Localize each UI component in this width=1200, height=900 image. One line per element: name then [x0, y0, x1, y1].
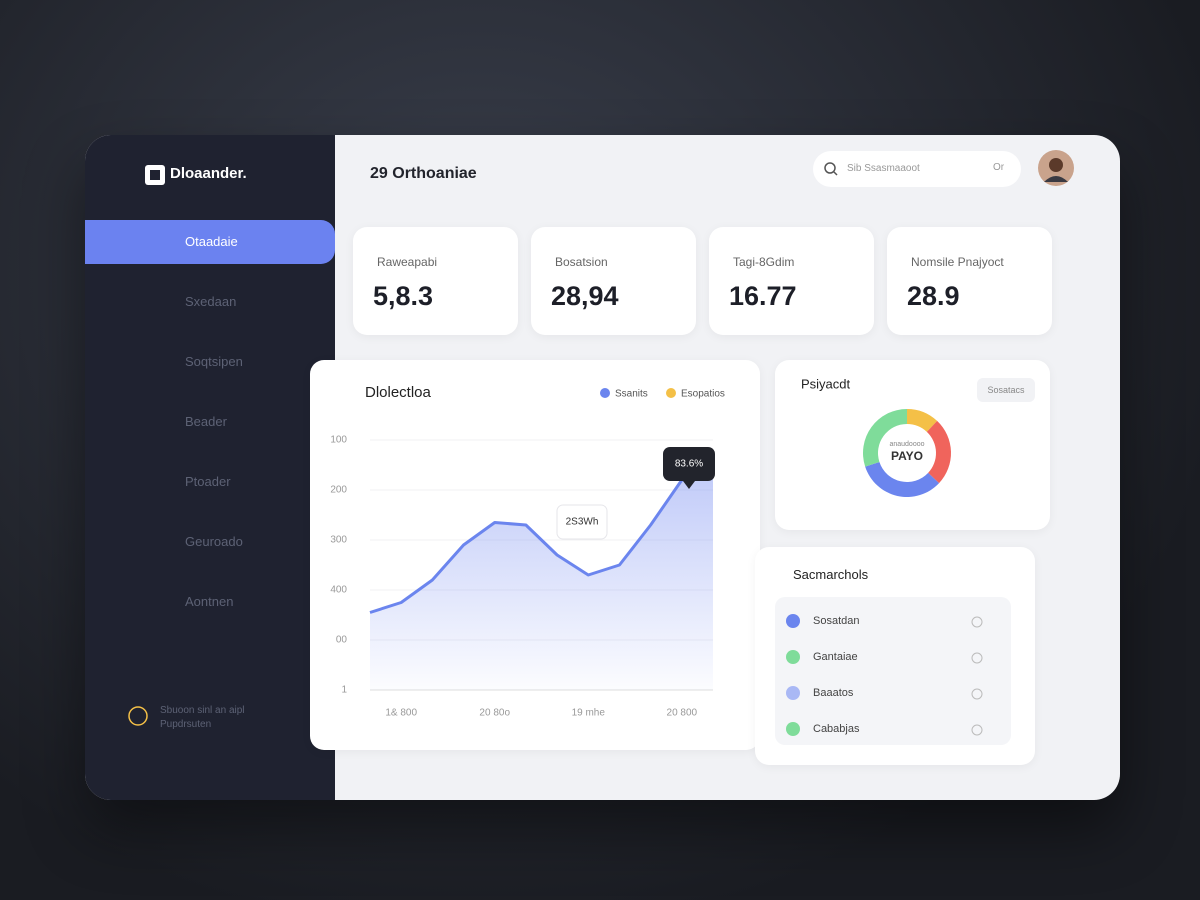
- x-tick-label: 19 mhe: [572, 708, 606, 719]
- donut-button[interactable]: Sosatacs: [977, 378, 1035, 402]
- x-tick-label: 20 80o: [479, 708, 510, 719]
- y-tick-label: 1: [341, 685, 347, 696]
- donut-slice: [926, 420, 951, 484]
- sidebar: Dloaander. Otaadaie Sxedaan Soqtsipen Beade…: [85, 135, 335, 800]
- list-icon: [786, 686, 800, 700]
- y-tick-label: 300: [330, 535, 347, 546]
- tooltip: [663, 447, 715, 481]
- list-icon: [786, 650, 800, 664]
- donut-center: PAYO: [891, 449, 923, 463]
- chart-title: Psiyacdt: [801, 376, 851, 391]
- tooltip: [556, 504, 608, 540]
- list-radio[interactable]: [971, 688, 983, 700]
- y-tick-label: 200: [330, 485, 347, 496]
- donut-slice: [865, 461, 940, 498]
- legend-label: Esopatios: [681, 389, 725, 400]
- list-icon: [786, 722, 800, 736]
- stat-value: 5,8.3: [373, 281, 434, 311]
- charts-layer: Dlolectloa Ssanits Esopatios10040030020010…: [330, 376, 951, 719]
- donut-card: Sosatacs: [775, 360, 1050, 530]
- list-row[interactable]: Baaatos: [775, 677, 995, 711]
- stat-card: Nomsile Pnajyoct 28.9: [887, 227, 1052, 335]
- list-label: Gantaiae: [813, 651, 858, 663]
- footer-line: Pupdrsuten: [160, 719, 212, 730]
- area: [370, 470, 713, 690]
- x-tick-label: 20 800: [667, 708, 698, 719]
- stat-label: Tagi-8Gdim: [733, 255, 795, 269]
- stat-card: Tagi-8Gdim 16.77: [709, 227, 874, 335]
- nav-item[interactable]: Soqtsipen: [185, 354, 243, 369]
- search-box[interactable]: Sib Ssasmaaoot Or: [813, 151, 1021, 187]
- donut-slice: [907, 409, 938, 432]
- footer-line: Sbuoon sinl an aipl: [160, 705, 245, 716]
- logo-icon: [145, 165, 165, 185]
- stat-card: Bosatsion 28,94: [531, 227, 696, 335]
- avatar[interactable]: [1038, 150, 1074, 186]
- donut-slice: [863, 409, 907, 467]
- chart-title: Dlolectloa: [365, 384, 432, 401]
- stat-value: 28.9: [907, 281, 960, 311]
- nav-item[interactable]: Ptoader: [185, 474, 231, 489]
- nav-item[interactable]: Otaadaie: [85, 220, 335, 264]
- stat-label: Nomsile Pnajyoct: [911, 255, 1004, 269]
- list-label: Cababjas: [813, 723, 860, 735]
- list-label: Sosatdan: [813, 615, 860, 627]
- nav-item[interactable]: Aontnen: [185, 594, 234, 609]
- y-tick-label: 100: [330, 435, 347, 446]
- search-icon: [824, 162, 838, 176]
- search-hint: Or: [993, 162, 1005, 173]
- nav-item[interactable]: Beader: [185, 414, 227, 429]
- footer-icon: [128, 706, 148, 726]
- stat-label: Bosatsion: [555, 255, 608, 269]
- tooltip-text: 2S3Wh: [566, 517, 599, 528]
- stat-card: Raweapabi 5,8.3: [353, 227, 518, 335]
- list-label: Baaatos: [813, 687, 854, 699]
- list-row[interactable]: Gantaiae: [775, 641, 995, 675]
- search-placeholder: Sib Ssasmaaoot: [847, 163, 920, 174]
- legend-label: Ssanits: [615, 389, 648, 400]
- page-title: 29 Orthoaniae: [370, 165, 477, 182]
- legend-dot: [600, 388, 610, 398]
- y-tick-label: 400: [330, 585, 347, 596]
- donut-caption: anaudoooo: [889, 441, 924, 448]
- stat-value: 28,94: [551, 281, 619, 311]
- logo-text: Dloaander.: [170, 165, 247, 182]
- list-card: Sacmarchols Sosatdan Gantaiae Baaatos Cabab…: [755, 547, 1035, 765]
- stat-value: 16.77: [729, 281, 797, 311]
- tooltip-text: 83.6%: [675, 459, 703, 470]
- stat-label: Raweapabi: [377, 255, 438, 269]
- dashboard: Dloaander. Otaadaie Sxedaan Soqtsipen Beade…: [85, 135, 1120, 800]
- list-row[interactable]: Sosatdan: [775, 605, 995, 639]
- list-radio[interactable]: [971, 724, 983, 736]
- list-radio[interactable]: [971, 616, 983, 628]
- list-radio[interactable]: [971, 652, 983, 664]
- list-row[interactable]: Cababjas: [775, 713, 995, 747]
- list-title: Sacmarchols: [793, 567, 869, 582]
- legend-dot: [666, 388, 676, 398]
- nav-item[interactable]: Sxedaan: [185, 294, 237, 309]
- line: [369, 468, 714, 614]
- x-tick-label: 1& 800: [385, 708, 417, 719]
- list-icon: [786, 614, 800, 628]
- nav-item[interactable]: Geuroado: [185, 534, 243, 549]
- tooltip-pointer: [683, 481, 695, 489]
- y-tick-label: 00: [336, 635, 348, 646]
